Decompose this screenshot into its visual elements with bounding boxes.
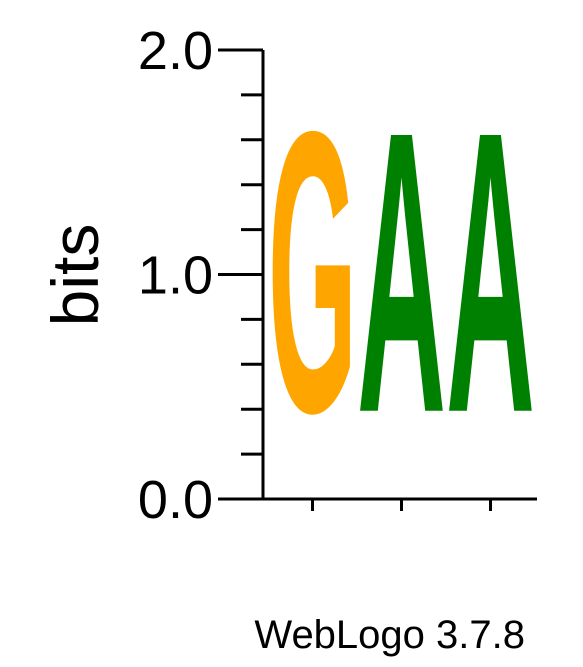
weblogo-version-label: WebLogo 3.7.8 (254, 613, 525, 657)
logo-letter-a: A (357, 49, 446, 496)
x-axis (263, 497, 537, 511)
logo-letter-a: A (446, 49, 535, 496)
y-axis: 0.0 1.0 2.0 (138, 21, 265, 530)
y-tick-label: 2.0 (138, 21, 213, 81)
y-axis-label: bits (38, 224, 112, 327)
y-tick-label: 0.0 (138, 470, 213, 530)
logo-letter-g: G (268, 49, 357, 496)
y-tick-label: 1.0 (138, 246, 213, 306)
